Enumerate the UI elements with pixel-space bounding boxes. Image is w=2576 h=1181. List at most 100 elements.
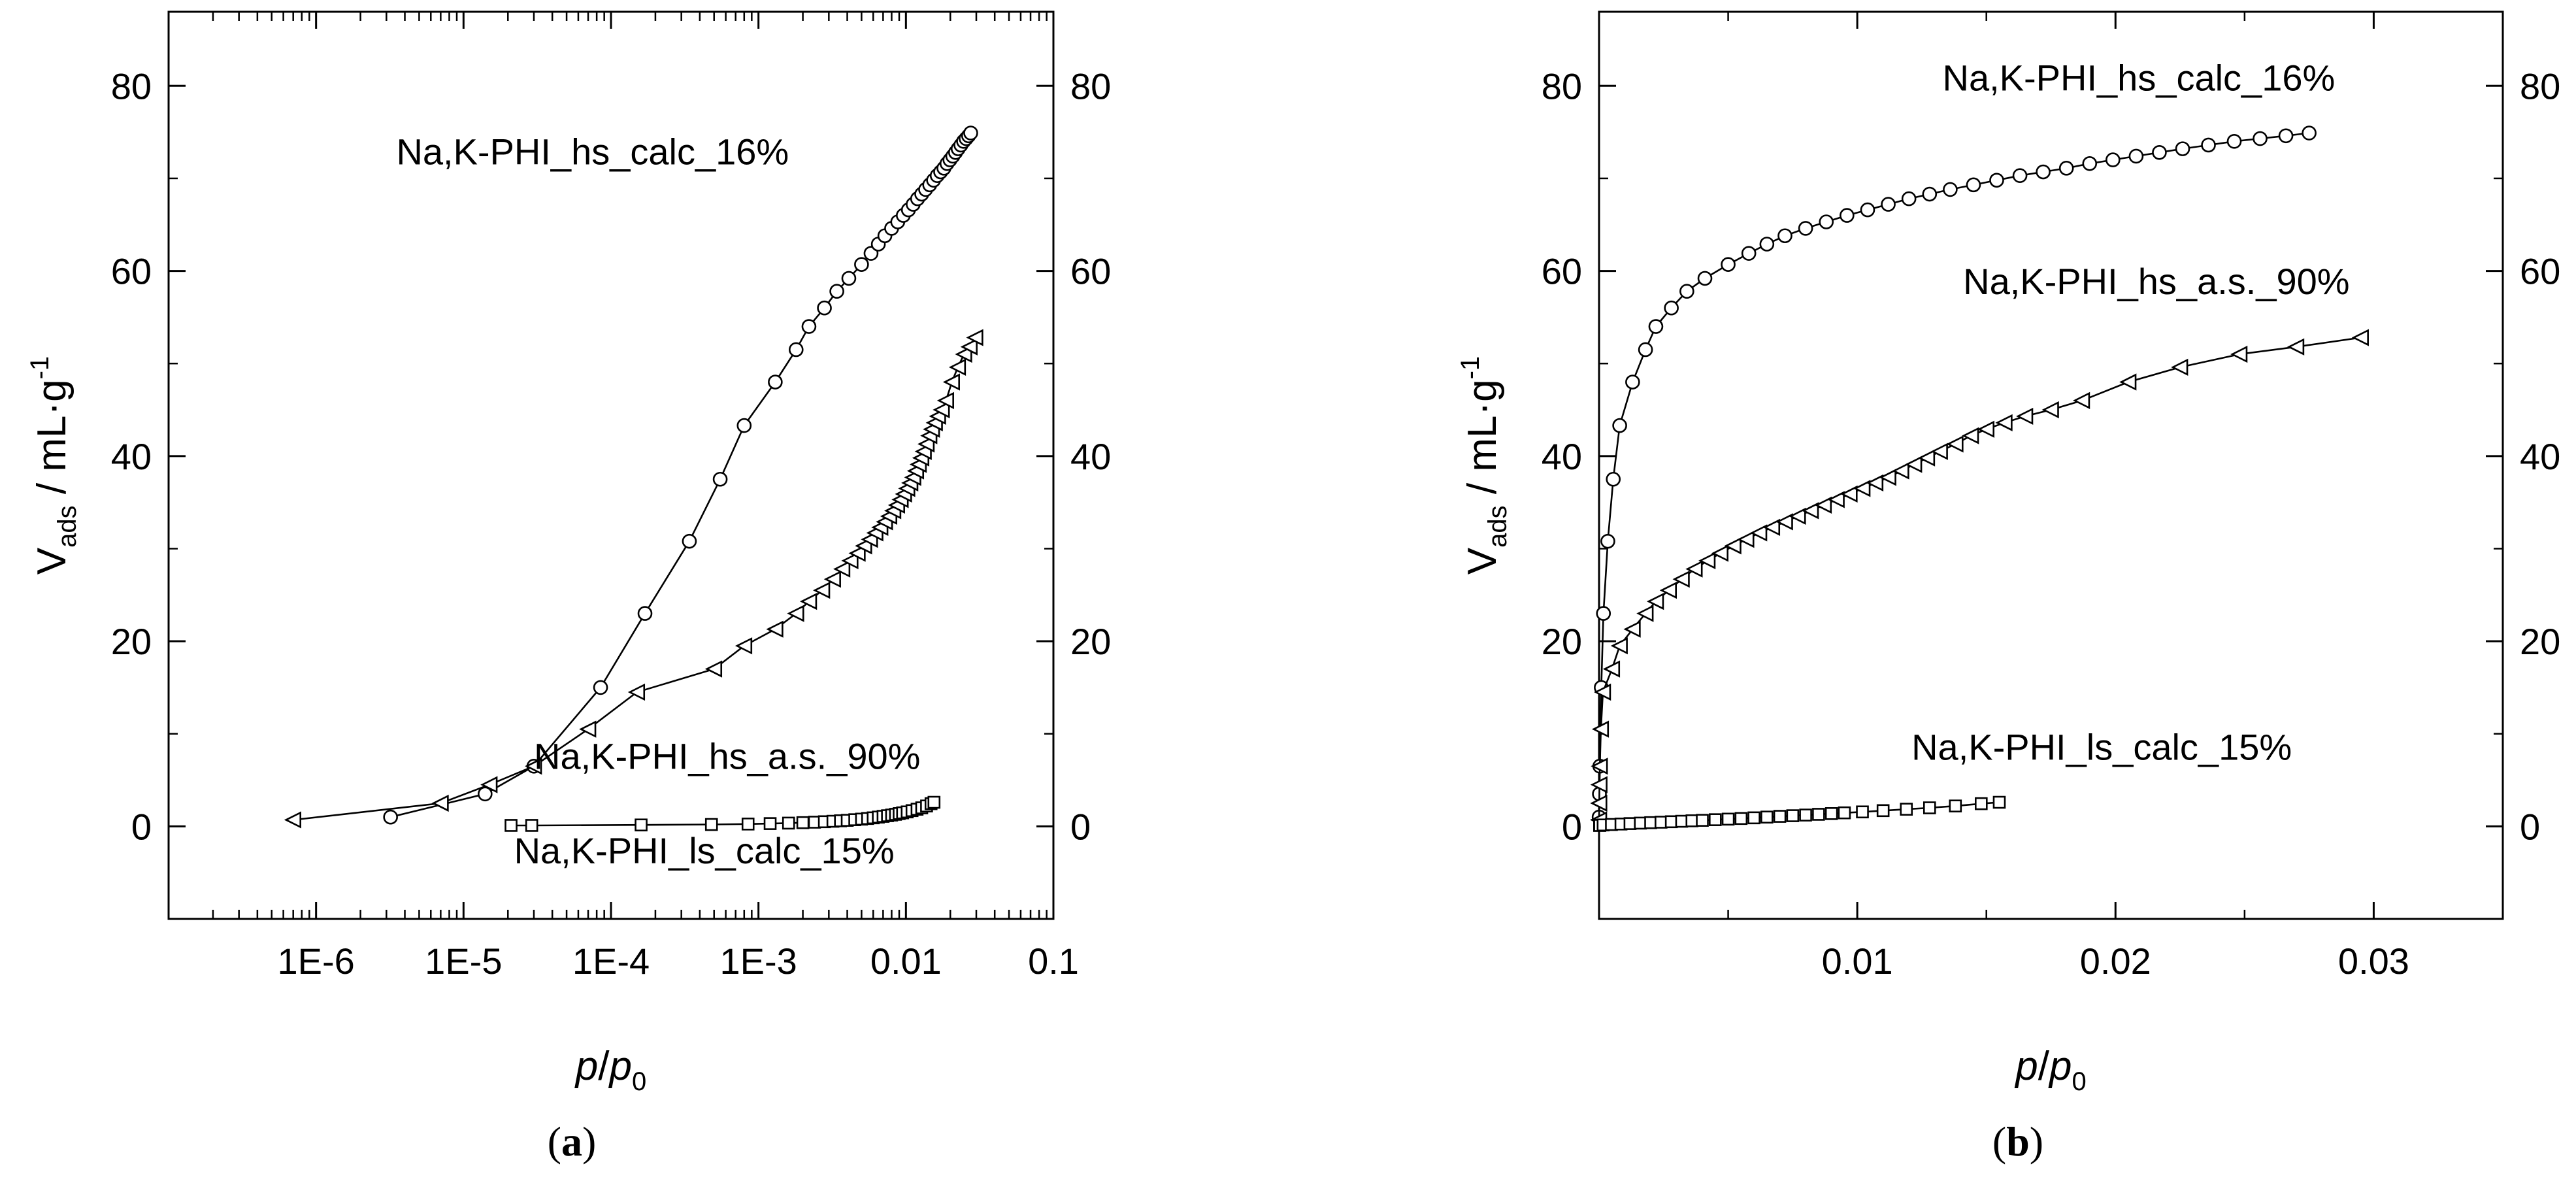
caption-close: )	[582, 1118, 596, 1165]
data-point	[1591, 757, 1608, 775]
data-point	[1876, 804, 1890, 818]
y-tick-label-left: 0	[131, 806, 152, 847]
x-axis-title-sub: 0	[632, 1067, 646, 1096]
data-point	[1672, 571, 1690, 588]
data-point	[955, 345, 972, 363]
data-point	[1648, 319, 1664, 334]
data-point	[712, 471, 728, 487]
data-point	[1600, 533, 1615, 549]
y-axis-title: Vads / mL·g-1	[25, 356, 82, 574]
data-point	[1946, 435, 1964, 453]
x-axis-title-p0: p	[608, 1044, 631, 1089]
data-point	[2016, 407, 2034, 425]
data-point	[787, 605, 804, 622]
data-point	[1992, 795, 2006, 809]
data-point	[796, 816, 810, 829]
data-point	[1679, 284, 1694, 299]
data-point	[1949, 799, 1962, 813]
y-tick-label-left: 80	[111, 65, 152, 107]
data-point	[2175, 141, 2190, 156]
data-point	[1747, 811, 1760, 825]
plot-frame	[1598, 10, 2504, 920]
data-point	[813, 582, 831, 599]
y-axis-title-sup: -1	[25, 356, 54, 380]
data-point	[1606, 471, 1621, 487]
panel-caption: (a)	[548, 1118, 597, 1165]
data-point	[1802, 502, 1819, 520]
data-point	[1825, 807, 1838, 820]
data-point	[1759, 237, 1775, 252]
caption-close: )	[2030, 1118, 2043, 1165]
data-point	[1591, 720, 1610, 738]
data-point	[788, 342, 804, 358]
y-axis-title-v: V	[29, 547, 74, 574]
data-point	[2230, 345, 2248, 363]
data-point	[1698, 552, 1716, 569]
data-point	[1866, 474, 1884, 492]
data-point	[1840, 485, 1858, 503]
x-tick-label: 0.03	[2338, 940, 2409, 982]
data-point	[1917, 449, 1936, 467]
data-point	[1923, 801, 1936, 814]
data-point	[966, 329, 983, 346]
data-point	[1612, 418, 1627, 433]
series-label: Na,K-PHI_hs_calc_16%	[1943, 57, 2336, 98]
data-point	[763, 817, 777, 830]
data-point	[1655, 816, 1668, 829]
data-point	[1760, 810, 1774, 824]
data-point	[736, 418, 752, 433]
data-point	[1786, 809, 1800, 822]
x-tick-label: 0.01	[870, 940, 942, 982]
x-tick-label: 0.02	[2080, 940, 2151, 982]
data-point	[1840, 208, 1855, 223]
data-point	[1709, 813, 1722, 826]
y-tick-label-right: 80	[1070, 65, 1111, 107]
series-1	[1591, 125, 2317, 825]
data-point	[841, 552, 859, 569]
data-point	[284, 811, 302, 829]
data-point	[1721, 812, 1735, 826]
data-point	[1930, 442, 1948, 460]
x-tick-label: 1E-3	[720, 940, 797, 982]
data-point	[735, 637, 753, 655]
data-point	[504, 819, 518, 832]
data-point	[1644, 816, 1657, 829]
y-tick-label-left: 80	[1542, 65, 1582, 107]
y-axis-title-sub: ads	[53, 505, 82, 548]
data-point	[525, 757, 542, 775]
series-label: Na,K-PHI_hs_calc_16%	[396, 131, 789, 173]
data-point	[1623, 620, 1641, 638]
data-point	[480, 776, 498, 793]
data-point	[1922, 186, 1938, 202]
y-tick-label-right: 20	[1070, 621, 1111, 662]
data-point	[782, 816, 795, 830]
data-point	[1879, 469, 1896, 486]
data-point	[1659, 582, 1677, 599]
data-point	[933, 401, 950, 419]
data-point	[1812, 808, 1825, 821]
data-point	[1741, 246, 1757, 261]
data-point	[829, 284, 844, 299]
y-tick-label-right: 0	[1070, 806, 1091, 847]
data-point	[1799, 808, 1812, 822]
data-point	[525, 819, 538, 832]
caption-letter: b	[2006, 1118, 2030, 1165]
data-point	[2201, 137, 2216, 153]
data-point	[1901, 191, 1917, 207]
y-axis-title-sup: -1	[1456, 356, 1485, 380]
data-point	[800, 593, 817, 610]
data-point	[383, 809, 398, 825]
x-axis-title-slash: /	[2038, 1044, 2050, 1089]
y-axis-title: Vads / mL·g-1	[1456, 356, 1512, 574]
data-point	[2171, 358, 2188, 376]
y-tick-label-left: 60	[111, 251, 152, 292]
data-point	[1711, 544, 1729, 562]
data-point	[1798, 221, 1813, 236]
x-axis-title-sub: 0	[2072, 1067, 2086, 1096]
data-point	[1989, 173, 2004, 188]
data-point	[1750, 524, 1768, 542]
series-label: Na,K-PHI_ls_calc_15%	[514, 830, 895, 871]
data-point	[1892, 462, 1909, 480]
data-point	[768, 374, 783, 390]
